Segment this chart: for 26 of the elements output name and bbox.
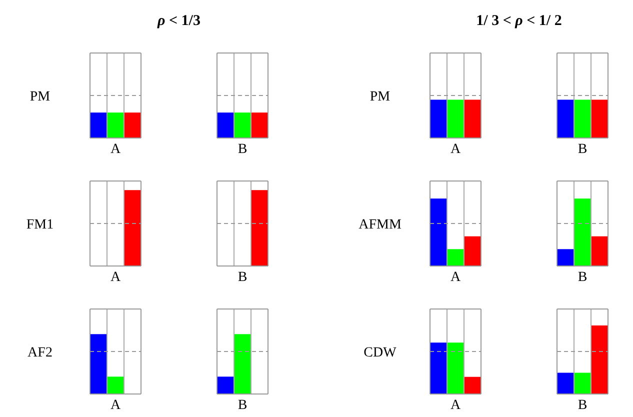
x-tick-label: A [110,142,122,157]
x-tick-label: B [238,398,248,413]
chart-title: ρ < 1/3 [156,13,200,29]
x-tick-label: A [110,270,122,285]
bar [574,372,591,394]
y-axis-title: PM [370,90,391,104]
y-axis-title: FM1 [26,218,54,232]
x-tick-label: A [450,270,462,285]
y-axis-title: PM [30,90,51,104]
x-tick-label: B [578,398,588,413]
y-axis-title: AF2 [28,346,52,360]
x-tick-label: B [578,270,588,285]
x-tick-label: B [238,142,248,157]
bar [557,372,574,394]
x-tick-label: A [110,398,122,413]
y-axis-title: CDW [364,346,398,360]
x-tick-label: A [450,142,462,157]
x-tick-label: B [238,270,248,285]
y-axis-title: AFMM [358,218,402,232]
bar [430,342,447,394]
bar [447,342,464,394]
bar [591,325,608,394]
chart-title: 1/ 3 < ρ < 1/ 2 [476,13,562,29]
x-tick-label: A [450,398,462,413]
x-tick-label: B [578,142,588,157]
bar [464,376,481,394]
